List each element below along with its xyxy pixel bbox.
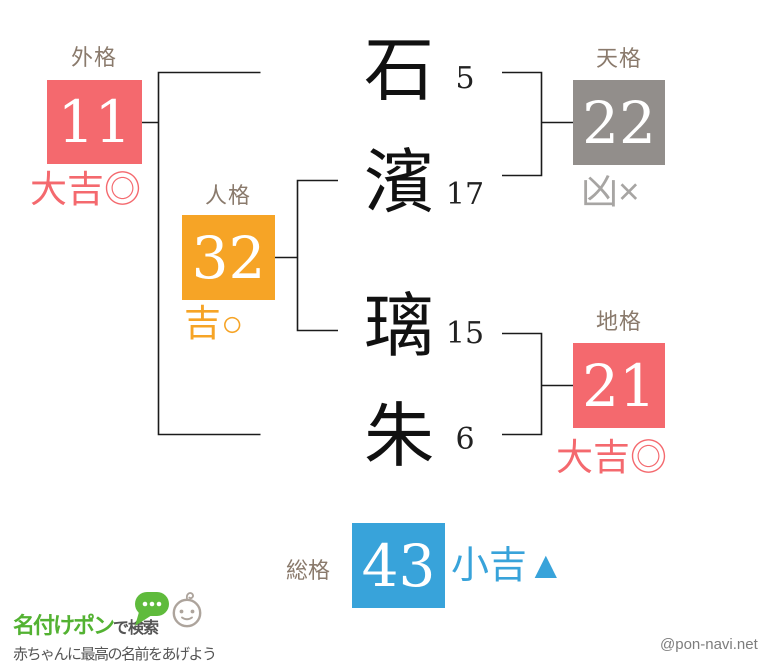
tenkaku-value: 22 [582, 88, 656, 157]
soukaku-label: 総格 [286, 558, 331, 583]
name-char: 璃 [364, 285, 434, 367]
baby-face-icon [172, 592, 202, 628]
tenkaku-rating: 凶× [581, 171, 640, 212]
tenkaku-label: 天格 [596, 46, 643, 71]
stroke-count: 17 [445, 177, 485, 212]
stroke-count: 15 [445, 316, 485, 351]
name-char: 石 [364, 29, 434, 111]
jinkaku-rating: 吉○ [184, 303, 244, 344]
jinkaku-value: 32 [191, 223, 266, 292]
logo-search-suffix: で検索 [113, 620, 159, 637]
gaikaku-rating: 大吉◎ [30, 169, 141, 210]
gaikaku-value: 11 [57, 88, 132, 156]
gaikaku-value-box: 11 [47, 80, 142, 164]
soukaku-value-box: 43 [352, 523, 445, 608]
soukaku-rating: 小吉▲ [451, 545, 565, 587]
logo-text: 名付けポン [13, 613, 115, 638]
stroke-count: 6 [455, 422, 475, 457]
soukaku-value: 43 [361, 531, 436, 600]
chikaku-value-box: 21 [573, 343, 665, 428]
stroke-count: 5 [455, 61, 475, 96]
chikaku-value: 21 [582, 351, 656, 420]
name-char: 濱 [364, 141, 434, 223]
watermark: @pon-navi.net [660, 636, 758, 653]
jinkaku-label: 人格 [205, 183, 252, 208]
chikaku-label: 地格 [596, 309, 643, 334]
tenkaku-value-box: 22 [573, 80, 665, 165]
logo-mark [135, 592, 202, 628]
jinkaku-value-box: 32 [182, 215, 275, 300]
speech-bubble-icon [135, 592, 169, 626]
name-char: 朱 [364, 395, 434, 477]
tagline: 赤ちゃんに最高の名前をあげよう [13, 646, 217, 663]
chikaku-rating: 大吉◎ [556, 437, 667, 478]
gaikaku-label: 外格 [71, 45, 118, 70]
site-logo: 名付けポンで検索 [13, 613, 159, 639]
